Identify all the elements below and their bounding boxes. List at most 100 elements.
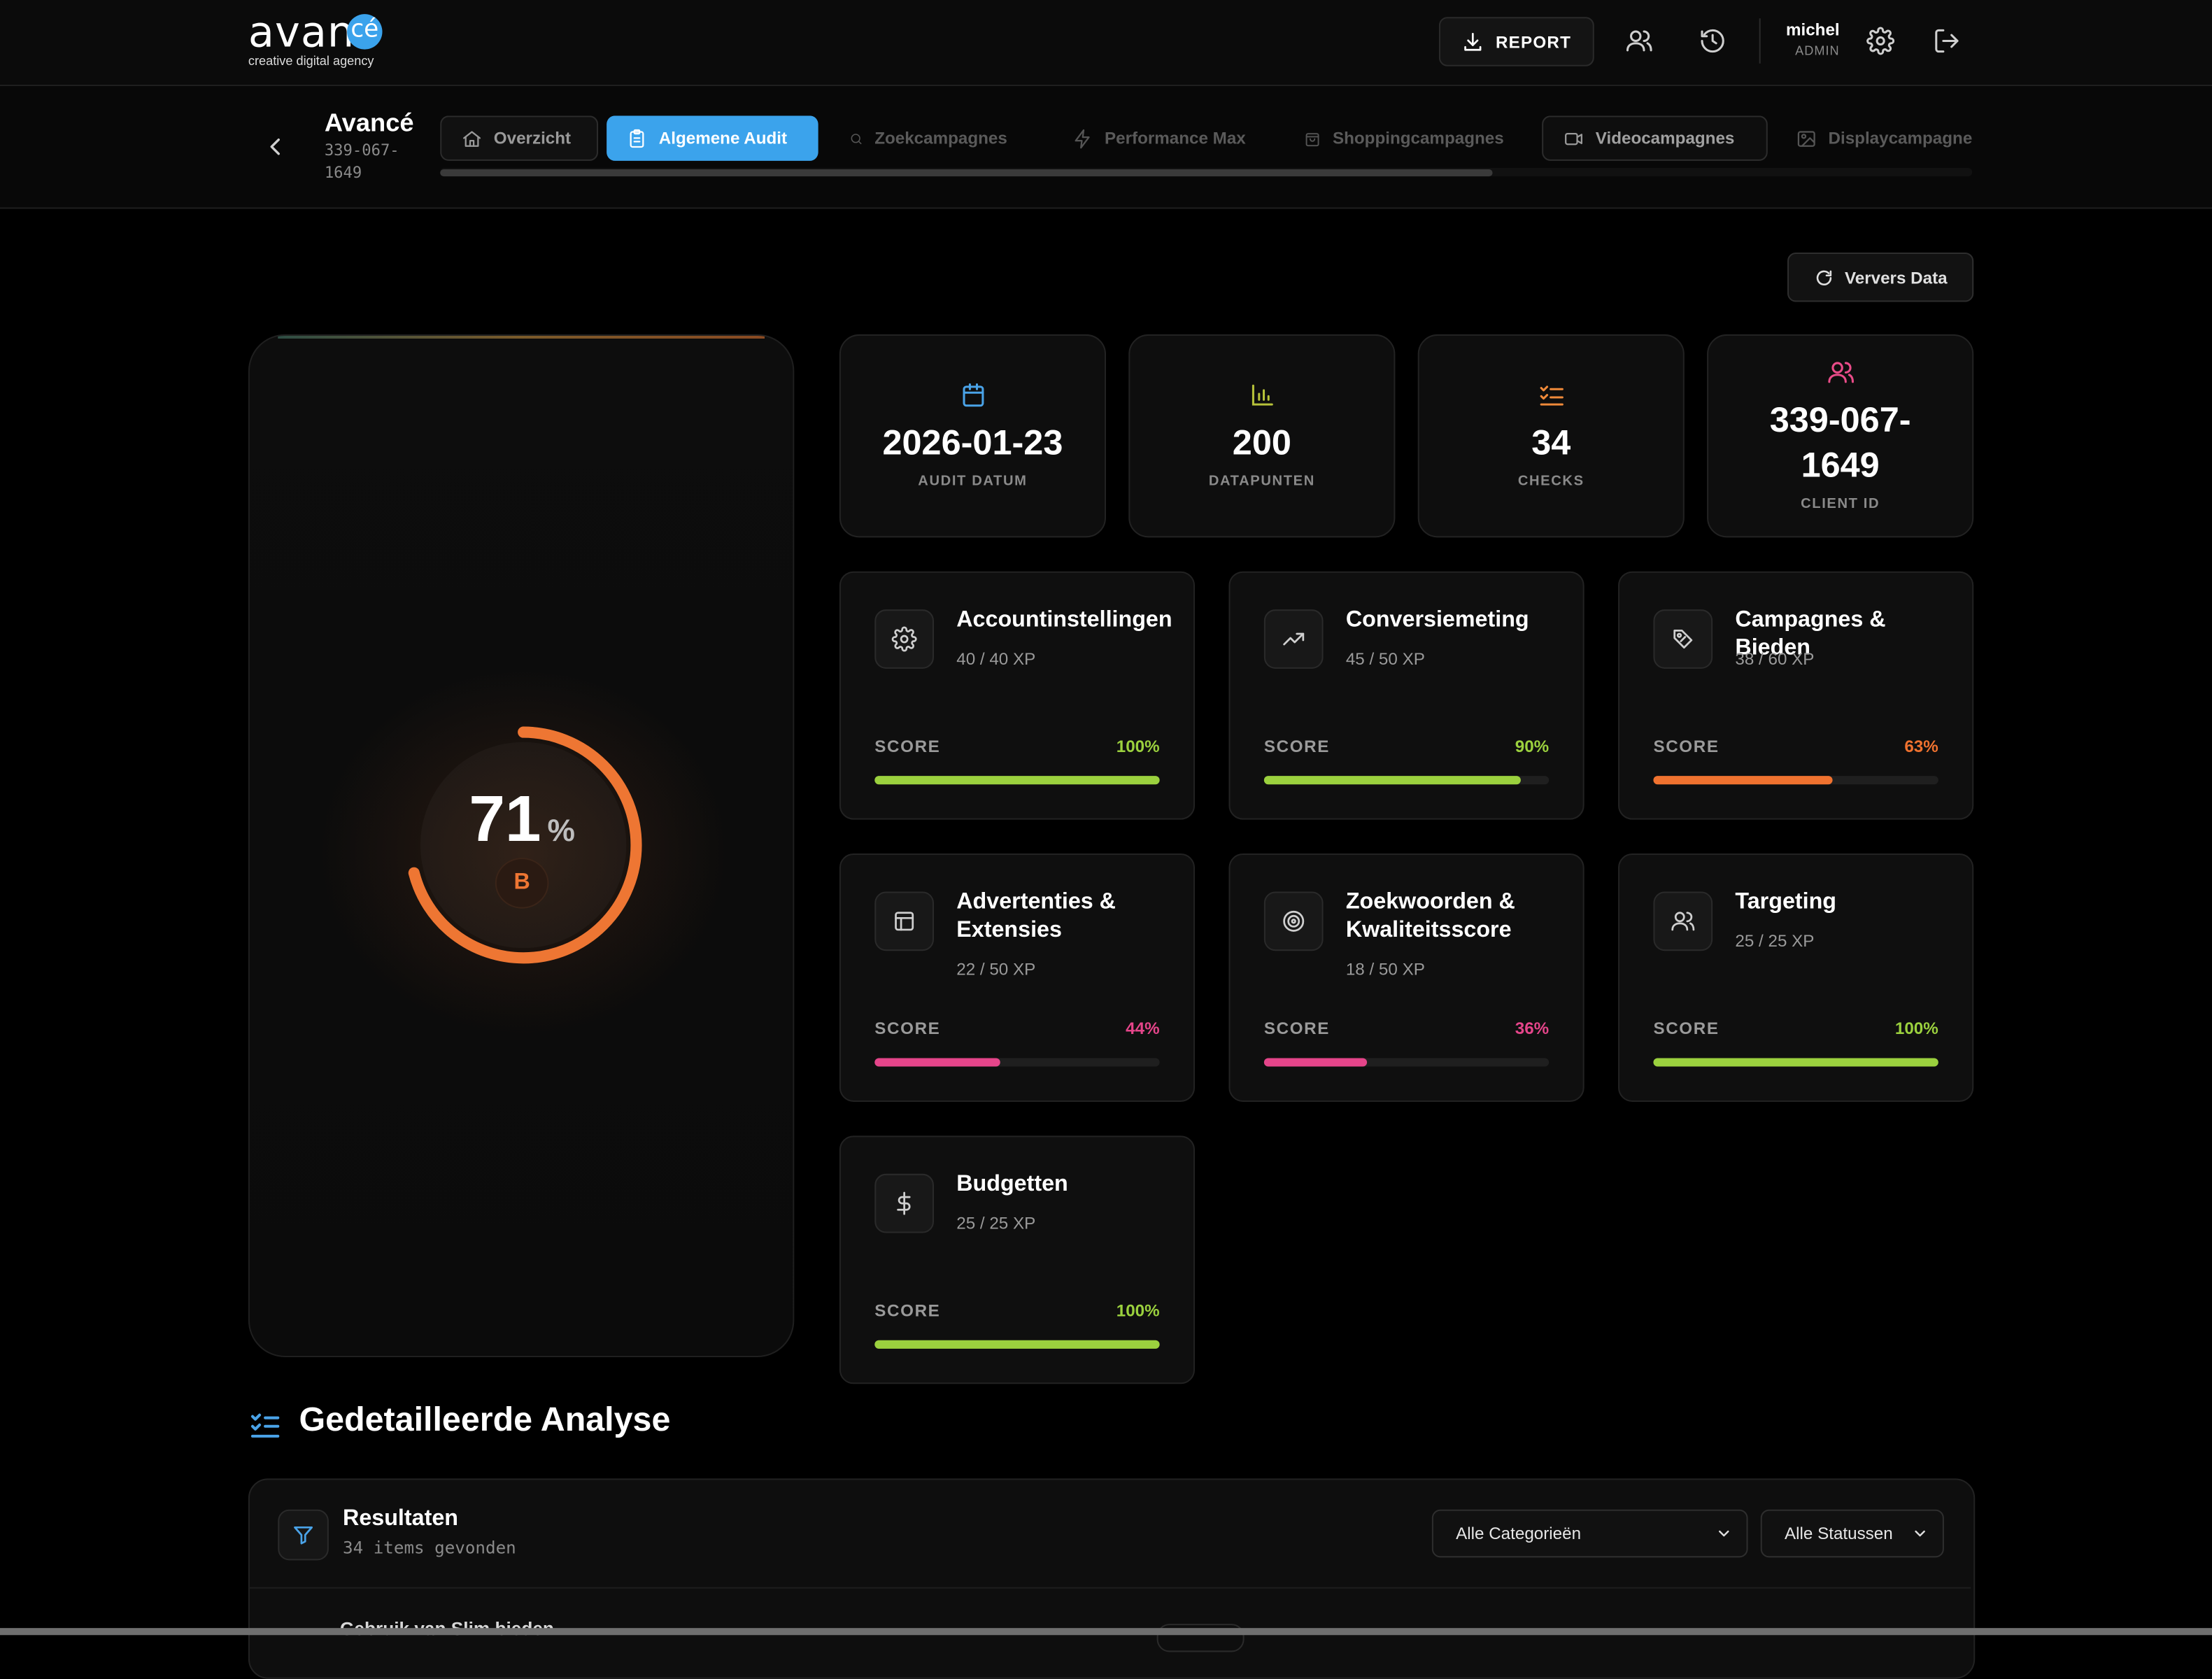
score-bar-fill [1263, 1058, 1367, 1067]
results-card [248, 1478, 1976, 1679]
category-card-budgetten[interactable]: Budgetten 25 / 25 XP SCORE 100% [839, 1135, 1196, 1384]
score-gauge [404, 726, 642, 964]
status-filter-value: Alle Statussen [1784, 1523, 1893, 1544]
category-xp: 25 / 25 XP [1735, 930, 1815, 951]
filter-button[interactable] [278, 1509, 329, 1561]
user-role: ADMIN [1795, 43, 1840, 58]
score-bar [874, 1340, 1160, 1349]
category-title: Advertenties & Extensies [956, 890, 1116, 943]
stat-value: 2026-01-23 [882, 423, 1063, 463]
tabs-scrollbar-thumb[interactable] [440, 169, 1493, 177]
score-label: SCORE [874, 736, 941, 756]
tabs-scroller[interactable]: Overzicht Algemene Audit Zoekcampagnes Perf… [440, 115, 1972, 164]
category-icon-box [1653, 609, 1713, 669]
grade-badge: B [495, 858, 549, 909]
score-bar [874, 776, 1160, 785]
logo-badge: cé [347, 14, 383, 50]
tab-overzicht[interactable]: Overzicht [440, 115, 599, 161]
score-bar-fill [1263, 776, 1521, 785]
score-bar [1653, 1058, 1938, 1067]
score-percentage: 90% [1515, 736, 1550, 756]
score-bar-fill [1653, 1058, 1938, 1067]
category-card-campagnes-bieden[interactable]: Campagnes & Bieden 38 / 60 XP SCORE 63% [1618, 571, 1974, 820]
score-label: SCORE [874, 1301, 941, 1321]
tab-videocampagnes[interactable]: Videocampagnes [1542, 115, 1768, 161]
category-xp: 25 / 25 XP [956, 1213, 1036, 1233]
back-button[interactable] [261, 133, 289, 161]
users-button[interactable] [1617, 18, 1662, 64]
category-card-advertenties-extensies[interactable]: Advertenties & Extensies 22 / 50 XP SCORE 4… [839, 853, 1196, 1102]
category-title: Accountinstellingen [956, 608, 1172, 632]
tab-displaycampagnes[interactable]: Displaycampagnes [1776, 115, 1972, 161]
score-percentage: 100% [1894, 1018, 1938, 1039]
results-title: Resultaten [343, 1506, 458, 1531]
results-divider [249, 1587, 1971, 1589]
score-bar [1653, 776, 1938, 785]
stat-value: 339-067-1649 [1769, 400, 1911, 486]
chevron-down-icon [1719, 1530, 1729, 1537]
tab-label: Displaycampagnes [1828, 128, 1973, 148]
category-icon-box [874, 1173, 934, 1233]
target-icon [1283, 910, 1305, 932]
trending-up-icon [1283, 632, 1305, 646]
category-icon-box [874, 891, 934, 951]
category-card-zoekwoorden-kwaliteitsscore[interactable]: Zoekwoorden & Kwaliteitsscore 18 / 50 XP S… [1228, 853, 1584, 1102]
score-bar [1263, 776, 1550, 785]
tab-zoekcampagnes[interactable]: Zoekcampagnes [830, 115, 1027, 161]
overall-score-value: 71 [469, 781, 541, 856]
refresh-data-button[interactable]: Ververs Data [1787, 252, 1974, 302]
stat-label: CHECKS [1517, 474, 1584, 490]
score-bar-fill [1653, 776, 1834, 785]
report-button[interactable]: REPORT [1438, 17, 1594, 66]
score-percentage: 36% [1515, 1018, 1550, 1039]
category-xp: 45 / 50 XP [1345, 649, 1425, 669]
dollar-icon [897, 1191, 911, 1215]
video-icon [1565, 132, 1582, 145]
category-title: Conversiemeting [1345, 608, 1529, 632]
status-filter-select[interactable]: Alle Statussen [1760, 1509, 1944, 1558]
layout-icon [895, 912, 914, 931]
checklist-icon [250, 1413, 280, 1438]
category-card-conversiemeting[interactable]: Conversiemeting 45 / 50 XP SCORE 90% [1228, 571, 1584, 820]
score-label: SCORE [874, 1018, 941, 1039]
tab-label: Overzicht [493, 128, 572, 148]
category-card-targeting[interactable]: Targeting 25 / 25 XP SCORE 100% [1618, 853, 1974, 1102]
users-icon [1626, 30, 1652, 52]
user-name: michel [1785, 20, 1840, 40]
tab-label: Shoppingcampagnes [1332, 128, 1504, 148]
download-icon [1464, 32, 1482, 50]
results-count: 34 items gevonden [343, 1538, 516, 1558]
stat-card-checks: 34 CHECKS [1417, 334, 1685, 538]
category-filter-select[interactable]: Alle Categorieën [1431, 1509, 1748, 1558]
score-percentage: 100% [1116, 736, 1160, 756]
history-icon [1701, 29, 1724, 53]
category-icon-box [1653, 891, 1713, 951]
logo-text[interactable]: avan [248, 8, 355, 58]
shopping-bag-icon [1305, 132, 1319, 146]
score-label: SCORE [1263, 1018, 1331, 1039]
score-percentage: 44% [1126, 1018, 1160, 1039]
logout-button[interactable] [1924, 18, 1970, 64]
window-bottom-edge [0, 1628, 2212, 1636]
settings-button[interactable] [1858, 18, 1903, 64]
category-card-accountinstellingen[interactable]: Accountinstellingen 40 / 40 XP SCORE 100% [839, 571, 1196, 820]
client-id: 339-067-1649 [324, 141, 399, 183]
category-xp: 22 / 50 XP [956, 959, 1036, 979]
tab-shoppingcampagnes[interactable]: Shoppingcampagnes [1284, 115, 1524, 161]
score-gauge-arc [404, 726, 642, 964]
tab-algemene-audit[interactable]: Algemene Audit [607, 115, 818, 161]
category-xp: 40 / 40 XP [956, 649, 1036, 669]
client-name: Avancé [324, 108, 414, 137]
refresh-label: Ververs Data [1844, 267, 1948, 288]
tab-label: Performance Max [1104, 128, 1246, 148]
category-title: Campagnes & Bieden [1735, 608, 1886, 660]
score-bar-fill [874, 1058, 1000, 1067]
stat-label: AUDIT DATUM [918, 474, 1028, 490]
overall-score-unit: % [547, 812, 575, 848]
category-filter-value: Alle Categorieën [1456, 1523, 1582, 1544]
tab-performance-max[interactable]: Performance Max [1052, 115, 1278, 161]
logout-icon [1935, 29, 1959, 53]
stat-card-datapoints: 200 DATAPUNTEN [1128, 334, 1396, 538]
history-button[interactable] [1690, 18, 1736, 64]
users-icon [1671, 912, 1695, 931]
